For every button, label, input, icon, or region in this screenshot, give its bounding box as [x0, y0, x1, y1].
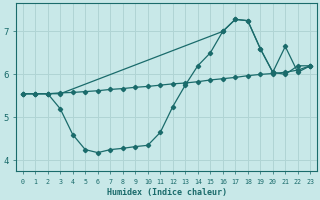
X-axis label: Humidex (Indice chaleur): Humidex (Indice chaleur) — [107, 188, 227, 197]
